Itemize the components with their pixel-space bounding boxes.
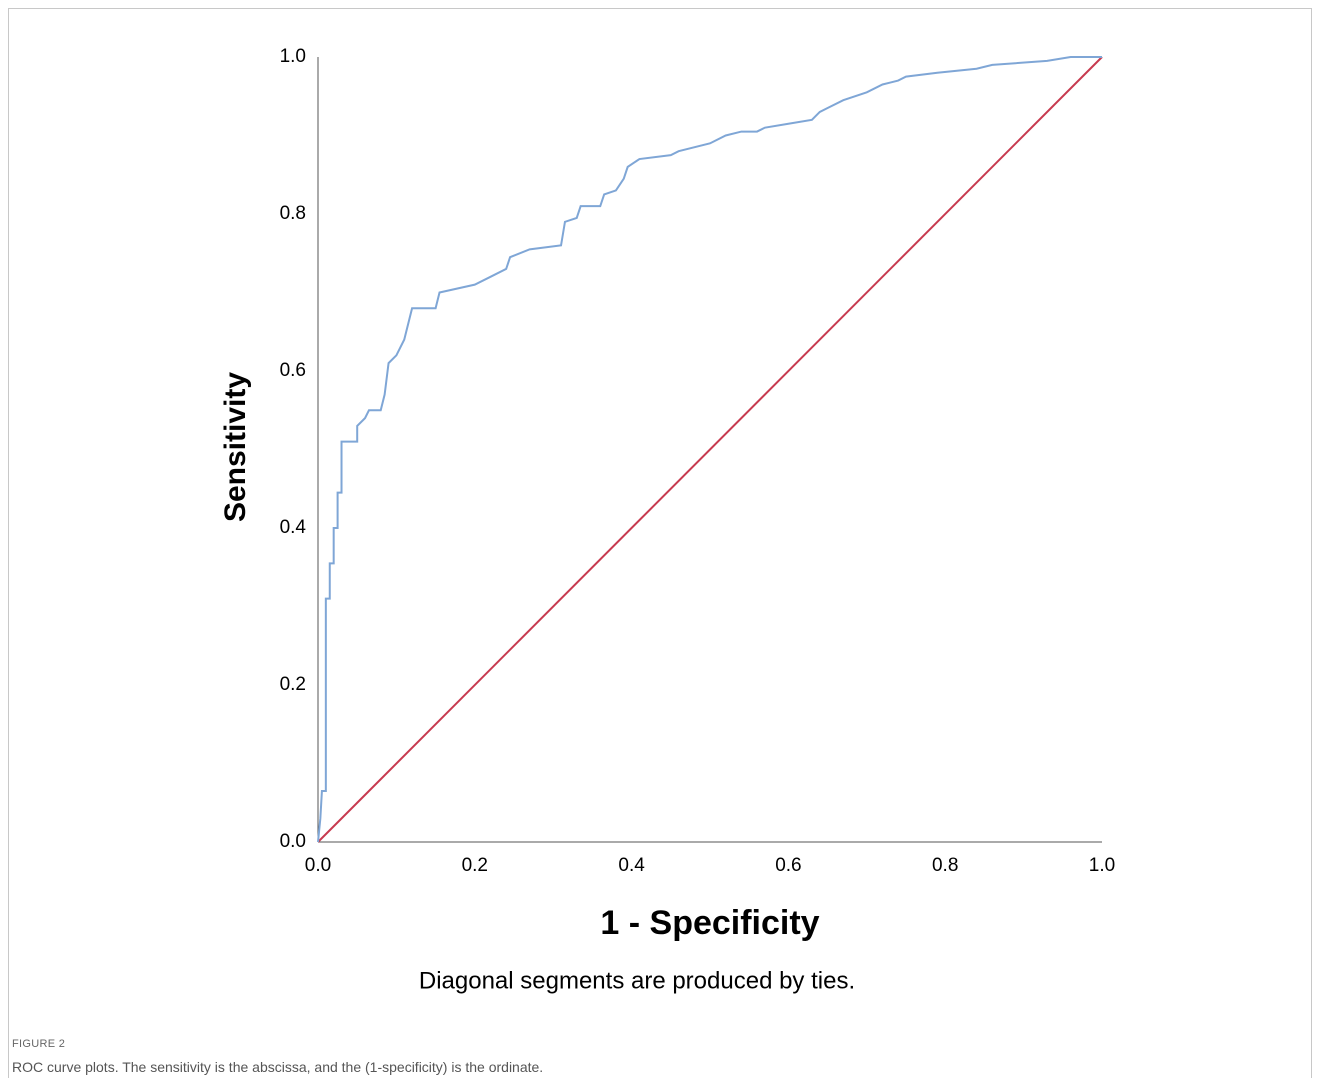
figure-label: FIGURE 2 [12, 1038, 66, 1050]
x-axis-title: 1 - Specificity [600, 904, 819, 942]
series-line [317, 56, 1103, 843]
series-line [317, 56, 1102, 843]
chart-note: Diagonal segments are produced by ties. [419, 967, 855, 994]
x-tick-label: 0.6 [775, 855, 801, 876]
y-tick-label: 0.8 [280, 203, 306, 224]
x-tick-label: 0.8 [932, 855, 958, 876]
x-tick-label: 1.0 [1089, 855, 1115, 876]
figure-frame [8, 8, 1312, 1078]
x-tick-label: 0.0 [305, 855, 331, 876]
chart: 1 - Specificity Sensitivity Diagonal seg… [219, 46, 1115, 994]
y-tick-label: 1.0 [280, 46, 306, 67]
y-axis-title: Sensitivity [219, 372, 252, 522]
y-tick-label: 0.4 [280, 517, 307, 538]
x-tick-label: 0.2 [462, 855, 488, 876]
figure-caption: ROC curve plots. The sensitivity is the … [12, 1059, 544, 1075]
y-tick-label: 0.2 [280, 674, 306, 695]
y-tick-label: 0.0 [280, 831, 306, 852]
x-tick-label: 0.4 [618, 855, 645, 876]
y-tick-label: 0.6 [280, 360, 306, 381]
